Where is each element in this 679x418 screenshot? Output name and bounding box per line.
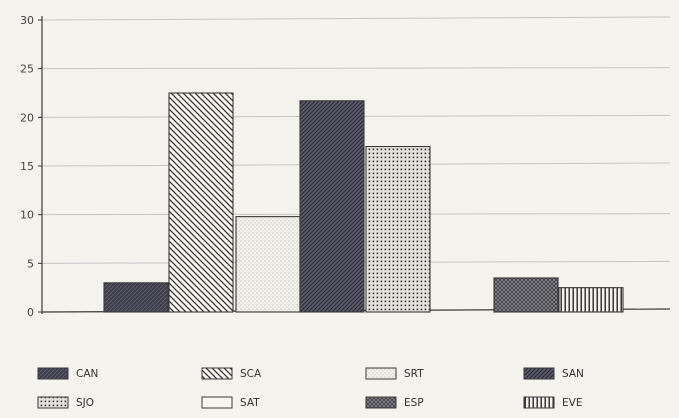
bar-esp [493, 277, 559, 313]
y-tick-label: 30 [20, 14, 34, 27]
legend-swatch-esp [365, 396, 397, 409]
y-axis-ticks: 0 5 10 15 20 25 30 [20, 14, 42, 319]
legend-label-sjo: SJO [76, 397, 94, 409]
bars [103, 92, 624, 313]
legend-label-can: CAN [76, 368, 98, 380]
legend-swatch-sat [201, 396, 233, 409]
legend-swatch-eve [523, 396, 555, 409]
legend-label-srt: SRT [404, 368, 424, 380]
y-tick-label: 0 [27, 306, 34, 319]
y-tick-label: 20 [20, 111, 34, 124]
legend-label-eve: EVE [562, 397, 582, 409]
legend-label-san: SAN [562, 368, 584, 380]
bar-srt [235, 216, 301, 313]
bar-eve [558, 287, 624, 313]
legend-swatch-sjo [37, 396, 69, 409]
bar-sjo [365, 145, 431, 313]
bar-sca [168, 92, 234, 313]
grid-line [41, 67, 671, 70]
y-tick-label: 5 [27, 257, 34, 270]
legend-swatch-srt [365, 367, 397, 380]
bar-san [299, 100, 365, 313]
bar-can [103, 282, 169, 313]
y-tick-label: 10 [20, 209, 34, 222]
legend-label-sat: SAT [240, 397, 260, 409]
legend-label-sca: SCA [240, 368, 262, 380]
legend-swatch-can [37, 367, 69, 380]
grid-line [41, 16, 671, 21]
legend-label-esp: ESP [404, 397, 424, 409]
legend-swatch-san [523, 367, 555, 380]
legend: CAN SCA SRT SAN SJO SAT ESP EVE [37, 367, 584, 409]
y-tick-label: 25 [20, 63, 34, 76]
y-tick-label: 15 [20, 160, 34, 173]
legend-swatch-sca [201, 367, 233, 380]
